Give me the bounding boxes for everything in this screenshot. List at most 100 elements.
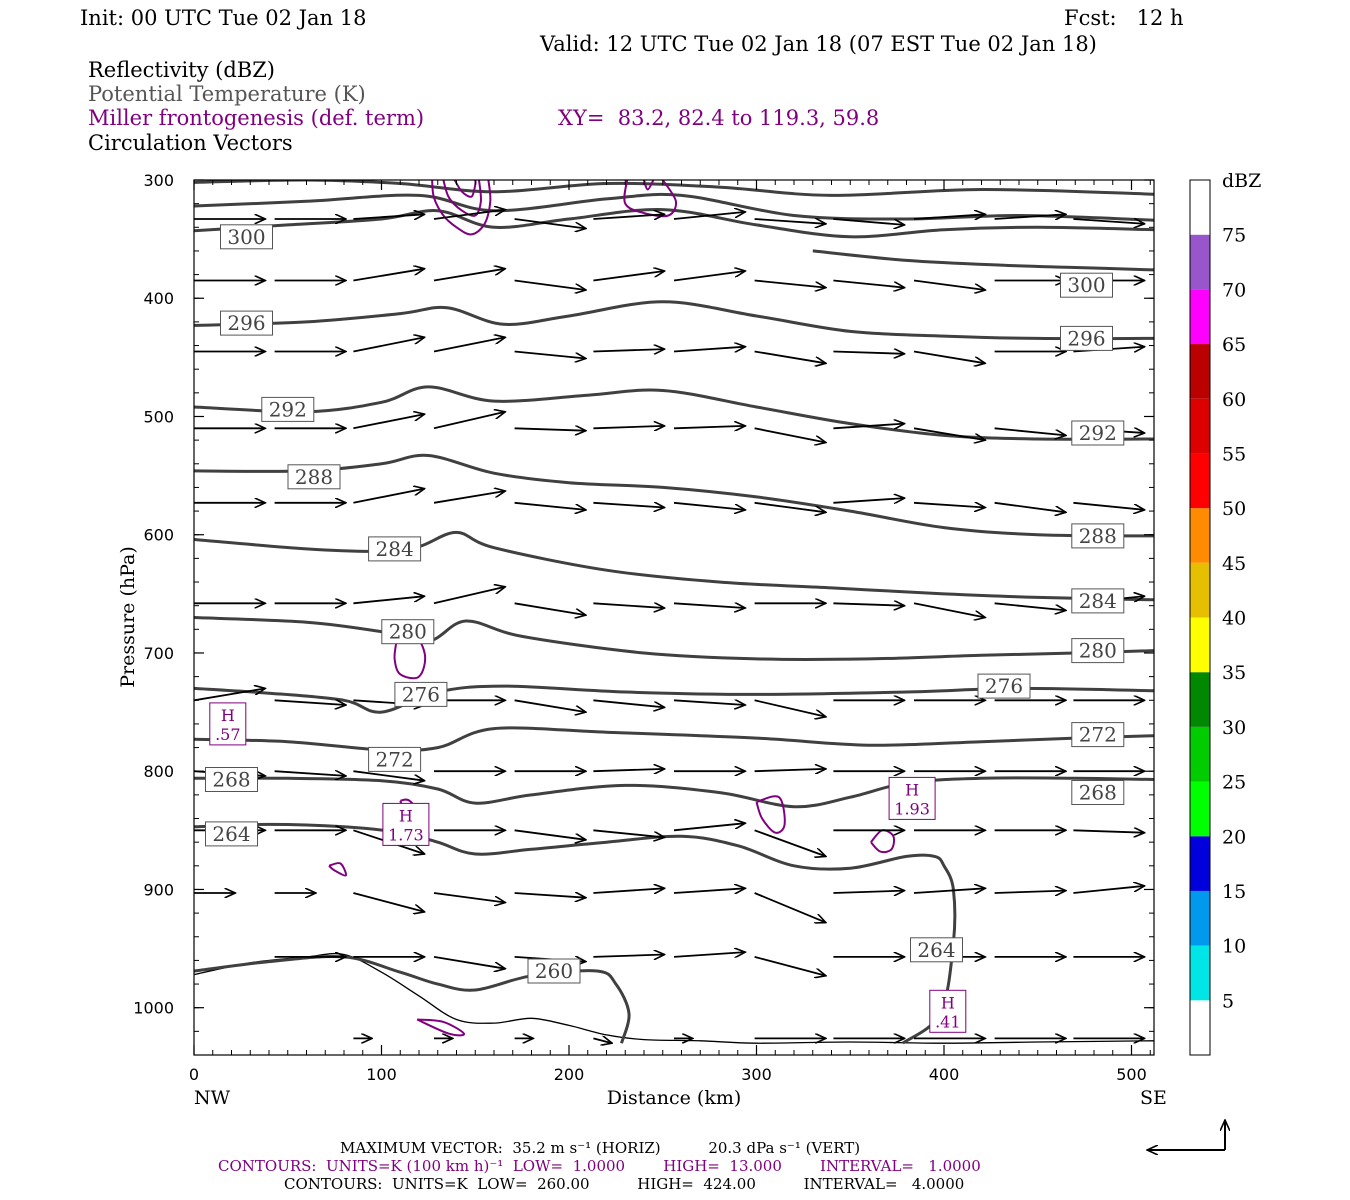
circulation-vector [514, 350, 586, 359]
svg-text:280: 280 [389, 620, 427, 644]
svg-text:296: 296 [227, 311, 265, 335]
x-tick-label: 200 [554, 1065, 585, 1084]
colorbar-level-label: 60 [1222, 389, 1246, 411]
circulation-vector [353, 892, 424, 912]
theta-contour-label: 300 [1060, 272, 1113, 298]
circulation-vector [353, 269, 424, 282]
svg-text:264: 264 [917, 938, 955, 962]
svg-text:296: 296 [1067, 326, 1105, 350]
svg-text:1.93: 1.93 [894, 799, 930, 818]
circulation-vector [353, 489, 424, 504]
circulation-vector [994, 602, 1066, 610]
y-tick-label: 500 [143, 407, 174, 426]
theta-contour-300 [812, 249, 1154, 272]
theta-contour-label: 264 [205, 821, 258, 847]
footer-theta-contours: CONTOURS: UNITS=K LOW= 260.00 HIGH= 424.… [284, 1175, 965, 1193]
circulation-vector [593, 955, 664, 957]
theta-contour-296 [194, 300, 1154, 341]
svg-text:300: 300 [1067, 273, 1105, 297]
circulation-vector [754, 892, 826, 923]
theta-contour-label: 284 [368, 536, 422, 562]
y-tick-label: 300 [143, 171, 174, 190]
theta-contour-288 [194, 453, 1154, 538]
svg-text:268: 268 [212, 768, 250, 792]
theta-contour-label: 288 [1071, 523, 1125, 549]
colorbar-swatch [1190, 890, 1210, 946]
circulation-vector [754, 350, 826, 364]
colorbar-swatch [1190, 453, 1210, 509]
circulation-vector [593, 829, 664, 837]
theta-contour-label: 292 [261, 396, 315, 422]
circulation-vector [593, 603, 664, 608]
circulation-vector [433, 956, 505, 969]
colorbar-swatch [1190, 289, 1210, 345]
svg-text:264: 264 [212, 822, 250, 846]
theta-contour-label: 292 [1071, 420, 1125, 446]
colorbar-level-label: 55 [1222, 443, 1246, 465]
theta-contour-300 [194, 208, 1154, 239]
x-tick-label: 300 [741, 1065, 772, 1084]
circulation-vector [194, 688, 265, 702]
init-time: Init: 00 UTC Tue 02 Jan 18 [80, 6, 367, 30]
field-frontogenesis-label: Miller frontogenesis (def. term) [88, 106, 425, 130]
circulation-vector [833, 352, 904, 354]
svg-text:H: H [221, 706, 235, 725]
colorbar-swatch [1190, 726, 1210, 782]
colorbar-level-label: 45 [1222, 553, 1246, 575]
circulation-vector [833, 891, 904, 893]
circulation-vector [433, 587, 505, 605]
circulation-vector [994, 427, 1066, 435]
y-axis-label: Pressure (hPa) [117, 546, 139, 688]
theta-contour-label: 280 [381, 619, 435, 645]
svg-text:.57: .57 [215, 725, 240, 744]
circulation-vector [1073, 830, 1144, 832]
colorbar-swatch [1190, 617, 1210, 673]
colorbar-swatch [1190, 180, 1210, 235]
circulation-vector [833, 603, 904, 605]
circulation-vector [754, 427, 826, 442]
svg-text:.41: .41 [935, 1012, 960, 1031]
y-tick-label: 600 [143, 526, 174, 545]
frontogenesis-high-label: H1.73 [382, 802, 430, 846]
frontogenesis-high-label: H.57 [209, 702, 247, 746]
circulation-vector [1073, 219, 1144, 224]
y-tick-label: 400 [143, 289, 174, 308]
circulation-vector [1073, 501, 1144, 510]
frontogenesis-contour [755, 795, 786, 834]
circulation-vector [994, 214, 1066, 219]
valid-time: Valid: 12 UTC Tue 02 Jan 18 (07 EST Tue … [540, 32, 1097, 56]
colorbar-level-label: 10 [1222, 936, 1246, 958]
frontogenesis-high-label: H1.93 [888, 776, 936, 820]
circulation-vector [514, 279, 586, 291]
plot-frame [193, 179, 1155, 1056]
circulation-vector [353, 337, 424, 353]
circulation-vector [353, 770, 424, 781]
circulation-vector [913, 888, 985, 893]
circulation-vector [593, 271, 664, 282]
colorbar-level-label: 70 [1222, 279, 1246, 301]
circulation-vector [754, 501, 826, 513]
svg-text:272: 272 [1079, 723, 1117, 747]
theta-contour-268 [194, 776, 1154, 809]
theta-contour-label: 300 [220, 224, 273, 250]
colorbar-swatch [1190, 234, 1210, 290]
colorbar-swatch [1190, 1000, 1210, 1055]
circulation-vector [673, 347, 745, 352]
circulation-vector [754, 699, 826, 717]
field-reflectivity-label: Reflectivity (dBZ) [88, 58, 276, 82]
circulation-vector [833, 279, 904, 288]
colorbar-level-label: 30 [1222, 717, 1246, 739]
circulation-vector [673, 888, 745, 893]
circulation-vector [433, 892, 505, 903]
theta-contour-label: 296 [220, 310, 273, 336]
circulation-vector [833, 498, 904, 503]
theta-contour-label: 264 [910, 937, 963, 963]
theta-contour-292 [194, 385, 1154, 441]
theta-contour-label: 272 [1071, 722, 1125, 748]
circulation-vector [673, 952, 745, 957]
field-theta-label: Potential Temperature (K) [88, 82, 366, 106]
colorbar-swatch [1190, 344, 1210, 399]
footer-max-vector: MAXIMUM VECTOR: 35.2 m s⁻¹ (HORIZ) 20.3 … [340, 1139, 861, 1157]
svg-text:276: 276 [402, 682, 440, 706]
frontogenesis-contour [416, 1018, 465, 1037]
